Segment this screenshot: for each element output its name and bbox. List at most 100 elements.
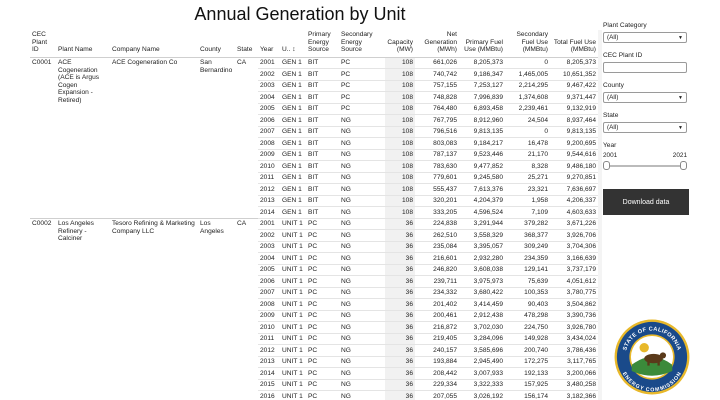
cell-primary-fuel-use: 3,026,192 <box>459 390 505 400</box>
col-header-primary-source[interactable]: Primary Energy Source <box>306 30 339 58</box>
cell-net-generation: 661,026 <box>415 56 459 69</box>
table-row: 2014 GEN 1 BIT NG 108 333,205 4,596,524 7,109 4,… <box>30 206 598 218</box>
cell-unit: GEN 1 <box>280 183 306 195</box>
cell-primary-fuel-use: 3,680,422 <box>459 286 505 299</box>
col-header-plant-id[interactable]: CEC Plant ID <box>30 30 56 58</box>
table-row: 2007 GEN 1 BIT NG 108 796,516 9,813,135 0 9,813,… <box>30 125 598 138</box>
col-header-company[interactable]: Company Name <box>110 30 198 58</box>
state-select[interactable]: (All) ▼ <box>603 122 687 133</box>
year-label: Year <box>603 142 617 149</box>
cell-year: 2005 <box>258 102 280 115</box>
cell-primary-fuel-use: 3,322,333 <box>459 378 505 391</box>
col-header-secondary-fuel-use[interactable]: Secondary Fuel Use (MMBtu) <box>505 30 550 58</box>
cell-secondary-source: NG <box>339 114 385 126</box>
cell-unit: GEN 1 <box>280 91 306 103</box>
cell-secondary-fuel-use: 75,639 <box>505 275 550 287</box>
col-header-plant-name[interactable]: Plant Name <box>56 30 110 58</box>
year-range-slider[interactable] <box>603 161 687 171</box>
cell-company-name: Tesoro Refining & Marketing Company LLC <box>110 217 198 400</box>
cell-secondary-fuel-use: 1,958 <box>505 194 550 207</box>
col-header-secondary-source[interactable]: Secondary Energy Source <box>339 30 385 58</box>
col-header-total-fuel-use[interactable]: Total Fuel Use (MMBtu) <box>550 30 598 58</box>
download-data-button[interactable]: Download data <box>603 189 689 215</box>
cell-primary-fuel-use: 9,813,135 <box>459 125 505 138</box>
cell-secondary-source: NG <box>339 332 385 345</box>
cell-unit: GEN 1 <box>280 160 306 172</box>
cell-unit: GEN 1 <box>280 171 306 184</box>
col-header-county[interactable]: County <box>198 30 235 58</box>
cell-capacity: 36 <box>385 332 415 345</box>
cell-unit: UNIT 1 <box>280 240 306 253</box>
table-row: 2003 GEN 1 BIT PC 108 757,155 7,253,127 2,214,2… <box>30 79 598 92</box>
cell-secondary-source: NG <box>339 229 385 241</box>
cell-total-fuel-use: 4,051,612 <box>550 275 598 287</box>
slider-handle-max[interactable] <box>680 161 687 170</box>
cell-year: 2002 <box>258 229 280 241</box>
cell-capacity: 36 <box>385 263 415 276</box>
col-header-net-generation[interactable]: Net Generation (MWh) <box>415 30 459 58</box>
cell-county: Los Angeles <box>198 217 235 400</box>
col-header-year[interactable]: Year <box>258 30 280 58</box>
cell-secondary-fuel-use: 156,174 <box>505 390 550 400</box>
col-header-capacity[interactable]: Capacity (MW) <box>385 30 415 58</box>
cell-capacity: 108 <box>385 206 415 218</box>
cell-net-generation: 555,437 <box>415 183 459 195</box>
table-body: C0001 ACE Cogeneration (ACE is Argus Coge… <box>30 56 598 400</box>
cell-primary-source: BIT <box>306 160 339 172</box>
cell-unit: GEN 1 <box>280 102 306 115</box>
cell-capacity: 108 <box>385 91 415 103</box>
table-row: 2009 GEN 1 BIT NG 108 787,137 9,523,446 21,170 9… <box>30 148 598 161</box>
cell-primary-fuel-use: 9,477,852 <box>459 160 505 172</box>
cell-secondary-fuel-use: 25,271 <box>505 171 550 184</box>
filter-panel: Plant Category (All) ▼ CEC Plant ID Coun… <box>603 22 697 215</box>
cell-plant-id: C0001 <box>30 56 56 218</box>
cell-capacity: 36 <box>385 378 415 391</box>
col-header-unit[interactable]: U.. ↕ <box>280 30 306 58</box>
cell-secondary-fuel-use: 23,321 <box>505 183 550 195</box>
col-header-primary-fuel-use[interactable]: Primary Fuel Use (MMBtu) <box>459 30 505 58</box>
cell-secondary-source: PC <box>339 91 385 103</box>
cell-secondary-source: NG <box>339 309 385 322</box>
county-select[interactable]: (All) ▼ <box>603 92 687 103</box>
cell-state: CA <box>235 56 258 218</box>
cell-secondary-fuel-use: 0 <box>505 56 550 69</box>
table-row: 2005 UNIT 1 PC NG 36 246,820 3,608,038 129,141 3… <box>30 263 598 276</box>
cell-net-generation: 803,083 <box>415 137 459 149</box>
plant-id-input[interactable] <box>603 62 687 73</box>
cell-primary-fuel-use: 8,912,960 <box>459 114 505 126</box>
cell-primary-fuel-use: 7,996,839 <box>459 91 505 103</box>
table-row: 2006 UNIT 1 PC NG 36 239,711 3,975,973 75,639 4,… <box>30 275 598 287</box>
table-scrollbar[interactable] <box>598 30 602 400</box>
col-header-state[interactable]: State <box>235 30 258 58</box>
cell-secondary-fuel-use: 234,359 <box>505 252 550 264</box>
cell-year: 2014 <box>258 206 280 218</box>
cell-unit: UNIT 1 <box>280 378 306 391</box>
plant-category-select[interactable]: (All) ▼ <box>603 32 687 43</box>
cell-primary-fuel-use: 9,184,217 <box>459 137 505 149</box>
cell-total-fuel-use: 9,544,616 <box>550 148 598 161</box>
cell-plant-name: Los Angeles Refinery - Calciner <box>56 217 110 400</box>
table-row: 2011 GEN 1 BIT NG 108 779,601 9,245,580 25,271 9… <box>30 171 598 184</box>
cell-secondary-fuel-use: 24,504 <box>505 114 550 126</box>
cell-primary-fuel-use: 3,414,459 <box>459 298 505 310</box>
cell-capacity: 108 <box>385 102 415 115</box>
cell-total-fuel-use: 3,926,780 <box>550 321 598 333</box>
cell-year: 2001 <box>258 56 280 69</box>
cell-unit: GEN 1 <box>280 56 306 69</box>
cell-unit: GEN 1 <box>280 68 306 80</box>
cell-year: 2001 <box>258 217 280 230</box>
state-value: (All) <box>607 124 619 131</box>
table-row: 2010 UNIT 1 PC NG 36 216,872 3,702,030 224,750 3… <box>30 321 598 333</box>
cell-secondary-source: NG <box>339 344 385 356</box>
cell-year: 2008 <box>258 137 280 149</box>
cell-primary-fuel-use: 4,204,379 <box>459 194 505 207</box>
cell-primary-source: BIT <box>306 56 339 69</box>
slider-handle-min[interactable] <box>603 161 610 170</box>
cell-capacity: 36 <box>385 240 415 253</box>
generation-table-container[interactable]: CEC Plant ID Plant Name Company Name Cou… <box>30 30 598 400</box>
cell-primary-source: PC <box>306 229 339 241</box>
cell-net-generation: 201,402 <box>415 298 459 310</box>
cell-capacity: 36 <box>385 390 415 400</box>
table-header-row: CEC Plant ID Plant Name Company Name Cou… <box>30 30 598 58</box>
cell-secondary-fuel-use: 379,282 <box>505 217 550 230</box>
